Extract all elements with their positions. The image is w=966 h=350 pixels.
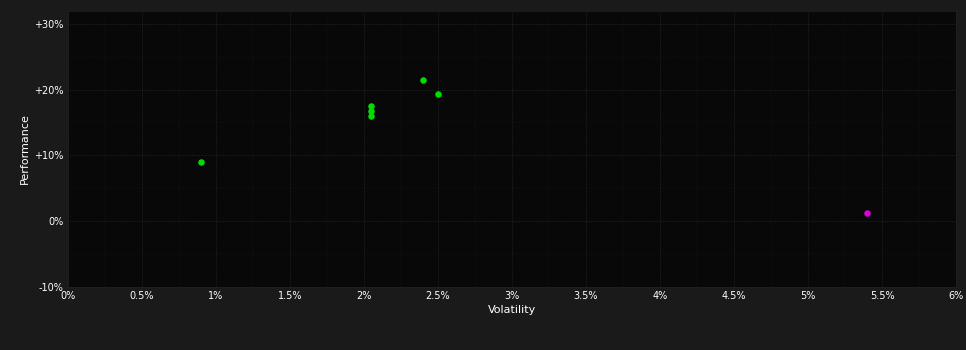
Point [860, 210, 875, 215]
Point [193, 159, 209, 165]
Point [363, 113, 379, 119]
Point [363, 108, 379, 113]
Point [430, 91, 445, 97]
X-axis label: Volatility: Volatility [488, 305, 536, 315]
Point [363, 103, 379, 109]
Y-axis label: Performance: Performance [19, 113, 30, 184]
Point [415, 77, 431, 83]
